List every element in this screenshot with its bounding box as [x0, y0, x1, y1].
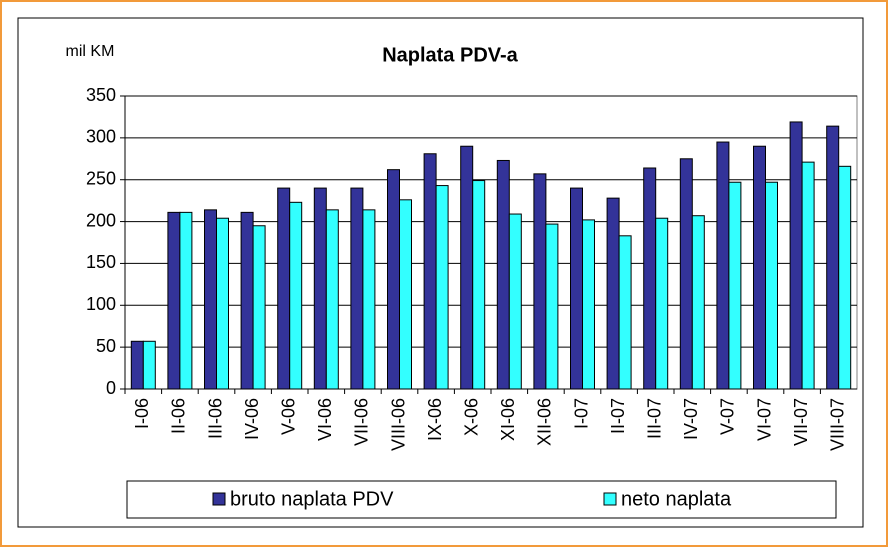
y-tick-label: 0 — [106, 378, 116, 398]
bar — [545, 223, 559, 390]
bar — [716, 141, 730, 390]
x-tick-label: VIII-06 — [388, 398, 408, 451]
bar — [753, 145, 766, 390]
x-tick-label: I-07 — [571, 398, 591, 429]
x-tick-label: XI-06 — [498, 398, 518, 441]
y-tick-label: 50 — [96, 336, 116, 356]
bar — [679, 158, 693, 390]
x-tick-label: XII-06 — [535, 398, 555, 446]
bar — [216, 217, 229, 390]
legend-label: neto naplata — [621, 488, 732, 510]
bar — [142, 340, 156, 390]
legend-label: bruto naplata PDV — [230, 488, 394, 510]
bar — [387, 169, 400, 390]
chart-frame — [17, 17, 864, 528]
bar — [179, 211, 193, 390]
bar — [313, 187, 327, 390]
chart-title: Naplata PDV-a — [382, 44, 518, 66]
legend-swatch — [212, 492, 226, 506]
x-tick-label: VIII-07 — [827, 398, 847, 451]
x-tick-label: IV-06 — [242, 398, 262, 440]
bar — [435, 185, 449, 390]
y-axis-label: mil KM — [66, 43, 115, 60]
bar — [252, 225, 266, 390]
y-tick-label: 200 — [86, 210, 116, 230]
bar — [691, 215, 705, 390]
bar — [801, 161, 815, 390]
x-tick-label: III-07 — [644, 398, 664, 439]
x-tick-label: X-06 — [461, 398, 481, 436]
bar — [765, 181, 778, 390]
bar — [508, 213, 522, 390]
legend-swatch — [603, 492, 617, 506]
x-tick-label: VI-07 — [754, 398, 774, 441]
plot-area — [124, 95, 858, 390]
x-tick-label: IX-06 — [425, 398, 445, 441]
bar — [606, 197, 620, 390]
bar — [570, 187, 583, 390]
bar — [289, 201, 303, 390]
bar — [472, 180, 486, 390]
x-tick-label: II-06 — [169, 398, 189, 434]
bar — [582, 219, 595, 390]
x-tick-label: V-06 — [278, 398, 298, 435]
x-tick-label: III-06 — [205, 398, 225, 439]
bar — [362, 209, 376, 390]
y-tick-label: 300 — [86, 127, 116, 147]
bar — [167, 211, 181, 390]
bar — [423, 153, 437, 390]
bar — [240, 211, 254, 390]
bar — [728, 181, 742, 390]
x-tick-label: IV-07 — [681, 398, 701, 440]
bar — [618, 235, 632, 390]
x-tick-label: VII-07 — [791, 398, 811, 446]
y-tick-label: 150 — [86, 252, 116, 272]
x-tick-label: II-07 — [608, 398, 628, 434]
legend-box — [126, 480, 837, 519]
y-tick-label: 100 — [86, 294, 116, 314]
x-tick-label: V-07 — [718, 398, 738, 435]
x-tick-label: I-06 — [132, 398, 152, 429]
bar — [789, 121, 803, 390]
y-tick-label: 350 — [86, 85, 116, 105]
bar — [496, 159, 510, 390]
bar — [204, 209, 217, 390]
bar — [533, 173, 547, 390]
bar — [838, 165, 852, 390]
bar — [325, 209, 339, 390]
bar — [130, 340, 144, 390]
bar — [643, 167, 657, 390]
x-tick-label: VI-06 — [315, 398, 335, 441]
bar — [399, 199, 412, 390]
bar — [826, 125, 840, 390]
x-tick-label: VII-06 — [352, 398, 372, 446]
y-tick-label: 250 — [86, 168, 116, 188]
bar — [350, 187, 364, 390]
bar — [655, 217, 669, 390]
bar — [277, 187, 291, 390]
bar — [460, 145, 474, 390]
